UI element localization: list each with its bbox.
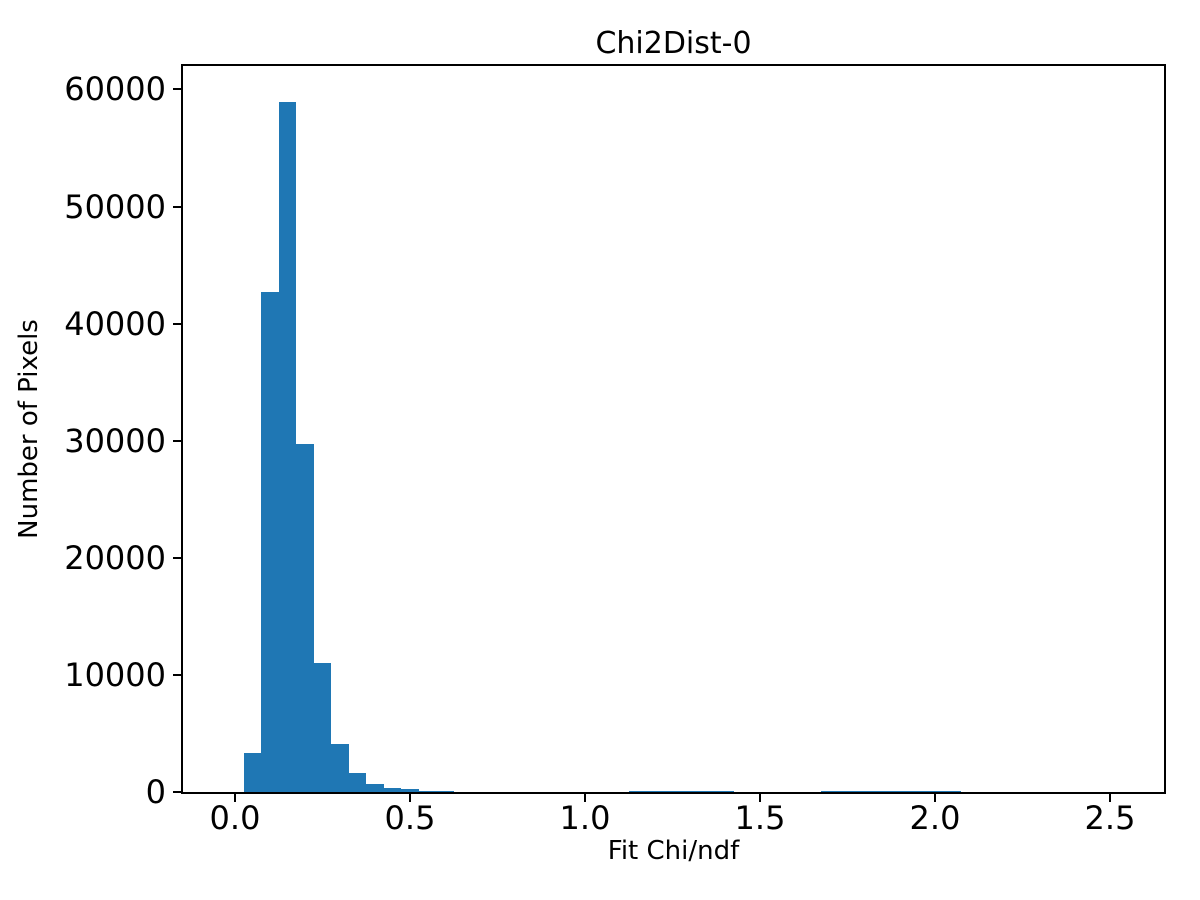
y-tick-label: 40000: [64, 304, 166, 343]
histogram-bar: [821, 790, 839, 792]
histogram-bar: [296, 444, 314, 792]
x-tick-mark: [408, 794, 411, 802]
y-tick-mark: [173, 556, 181, 559]
x-tick-mark: [933, 794, 936, 802]
y-tick-label: 20000: [64, 538, 166, 577]
histogram-bar: [681, 790, 699, 792]
histogram-bar: [856, 790, 874, 792]
y-tick-mark: [173, 673, 181, 676]
histogram-bar: [243, 753, 262, 792]
y-tick-label: 0: [145, 773, 166, 811]
histogram-bar: [261, 292, 279, 792]
y-tick-mark: [173, 88, 181, 91]
y-tick-mark: [173, 322, 181, 325]
x-tick-label: 1.0: [559, 799, 611, 837]
y-tick-label: 10000: [64, 655, 166, 694]
y-tick-mark: [173, 791, 181, 793]
histogram-bar: [313, 663, 332, 792]
histogram-bar: [348, 773, 367, 792]
x-tick-label: 1.5: [734, 799, 786, 837]
x-tick-mark: [583, 794, 586, 802]
x-tick-label: 2.5: [1084, 799, 1136, 837]
histogram-bar: [383, 788, 402, 792]
histogram-bar: [646, 790, 664, 792]
histogram-bar: [628, 790, 647, 792]
x-tick-mark: [758, 794, 761, 802]
histogram-bar: [663, 790, 682, 792]
histogram-bar: [926, 790, 944, 792]
x-tick-mark: [233, 794, 236, 802]
x-tick-mark: [1108, 794, 1111, 802]
histogram-bar: [873, 790, 892, 792]
histogram-bar: [331, 744, 349, 792]
histogram-bar: [366, 784, 384, 792]
y-tick-label: 30000: [64, 421, 166, 460]
histogram-bar: [436, 790, 454, 792]
x-tick-label: 0.0: [209, 799, 261, 837]
histogram-bar: [698, 790, 717, 792]
chart-title: Chi2Dist-0: [595, 26, 752, 61]
histogram-bar: [943, 790, 962, 792]
y-axis-label: Number of Pixels: [14, 319, 44, 539]
x-tick-label: 0.5: [384, 799, 436, 837]
x-axis-label: Fit Chi/ndf: [607, 836, 740, 866]
histogram-bar: [891, 790, 909, 792]
histogram-bar: [418, 790, 437, 792]
y-tick-mark: [173, 439, 181, 442]
y-tick-label: 60000: [64, 70, 166, 109]
y-tick-label: 50000: [64, 187, 166, 226]
histogram-bar: [908, 790, 927, 792]
y-tick-mark: [173, 205, 181, 208]
histogram-bar: [716, 790, 734, 792]
histogram-bar: [278, 102, 297, 792]
plot-area: [181, 64, 1166, 794]
histogram-bar: [838, 790, 857, 792]
x-tick-label: 2.0: [909, 799, 961, 837]
histogram-bars: [183, 66, 1164, 792]
histogram-bar: [401, 789, 419, 792]
